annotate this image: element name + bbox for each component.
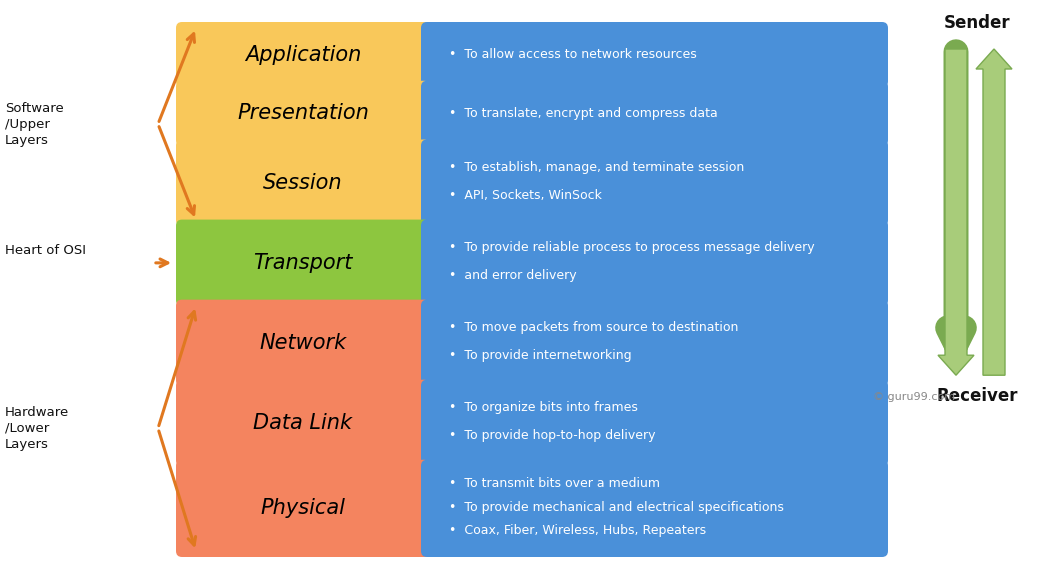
Text: •  To translate, encrypt and compress data: • To translate, encrypt and compress dat… [449, 107, 718, 120]
Text: Transport: Transport [254, 253, 353, 273]
Text: Session: Session [263, 173, 343, 193]
Text: •  API, Sockets, WinSock: • API, Sockets, WinSock [449, 189, 602, 202]
Text: Hardware
/Lower
Layers: Hardware /Lower Layers [5, 406, 70, 451]
Text: •  To provide mechanical and electrical specifications: • To provide mechanical and electrical s… [449, 501, 784, 514]
Text: •  To provide hop-to-hop delivery: • To provide hop-to-hop delivery [449, 430, 655, 443]
Text: Software
/Upper
Layers: Software /Upper Layers [5, 101, 63, 147]
Text: Physical: Physical [261, 499, 345, 518]
Text: Network: Network [259, 333, 346, 353]
Text: •  To establish, manage, and terminate session: • To establish, manage, and terminate se… [449, 161, 745, 174]
Text: •  To transmit bits over a medium: • To transmit bits over a medium [449, 477, 660, 490]
Text: Receiver: Receiver [936, 387, 1018, 405]
FancyBboxPatch shape [421, 460, 888, 557]
Text: Data Link: Data Link [254, 413, 353, 433]
FancyBboxPatch shape [421, 81, 888, 146]
FancyArrow shape [938, 49, 974, 375]
Text: •  To provide internetworking: • To provide internetworking [449, 349, 631, 362]
Text: Presentation: Presentation [237, 104, 369, 123]
Text: •  Coax, Fiber, Wireless, Hubs, Repeaters: • Coax, Fiber, Wireless, Hubs, Repeaters [449, 524, 706, 537]
FancyBboxPatch shape [421, 380, 888, 466]
Text: Heart of OSI: Heart of OSI [5, 244, 86, 257]
Text: •  To allow access to network resources: • To allow access to network resources [449, 48, 697, 61]
FancyBboxPatch shape [421, 299, 888, 386]
Text: Application: Application [244, 45, 361, 65]
FancyBboxPatch shape [176, 140, 430, 226]
FancyBboxPatch shape [176, 380, 430, 466]
FancyBboxPatch shape [176, 299, 430, 386]
Text: •  To provide reliable process to process message delivery: • To provide reliable process to process… [449, 241, 814, 254]
FancyBboxPatch shape [176, 22, 430, 87]
Text: •  and error delivery: • and error delivery [449, 269, 576, 282]
FancyBboxPatch shape [421, 22, 888, 87]
Text: •  To move packets from source to destination: • To move packets from source to destina… [449, 321, 738, 334]
FancyBboxPatch shape [421, 140, 888, 226]
FancyBboxPatch shape [176, 220, 430, 306]
FancyBboxPatch shape [421, 220, 888, 306]
Text: © guru99.com: © guru99.com [873, 392, 955, 402]
Text: Sender: Sender [943, 14, 1010, 32]
FancyArrow shape [976, 49, 1012, 375]
Text: •  To organize bits into frames: • To organize bits into frames [449, 401, 638, 414]
FancyBboxPatch shape [176, 460, 430, 557]
FancyBboxPatch shape [176, 81, 430, 146]
